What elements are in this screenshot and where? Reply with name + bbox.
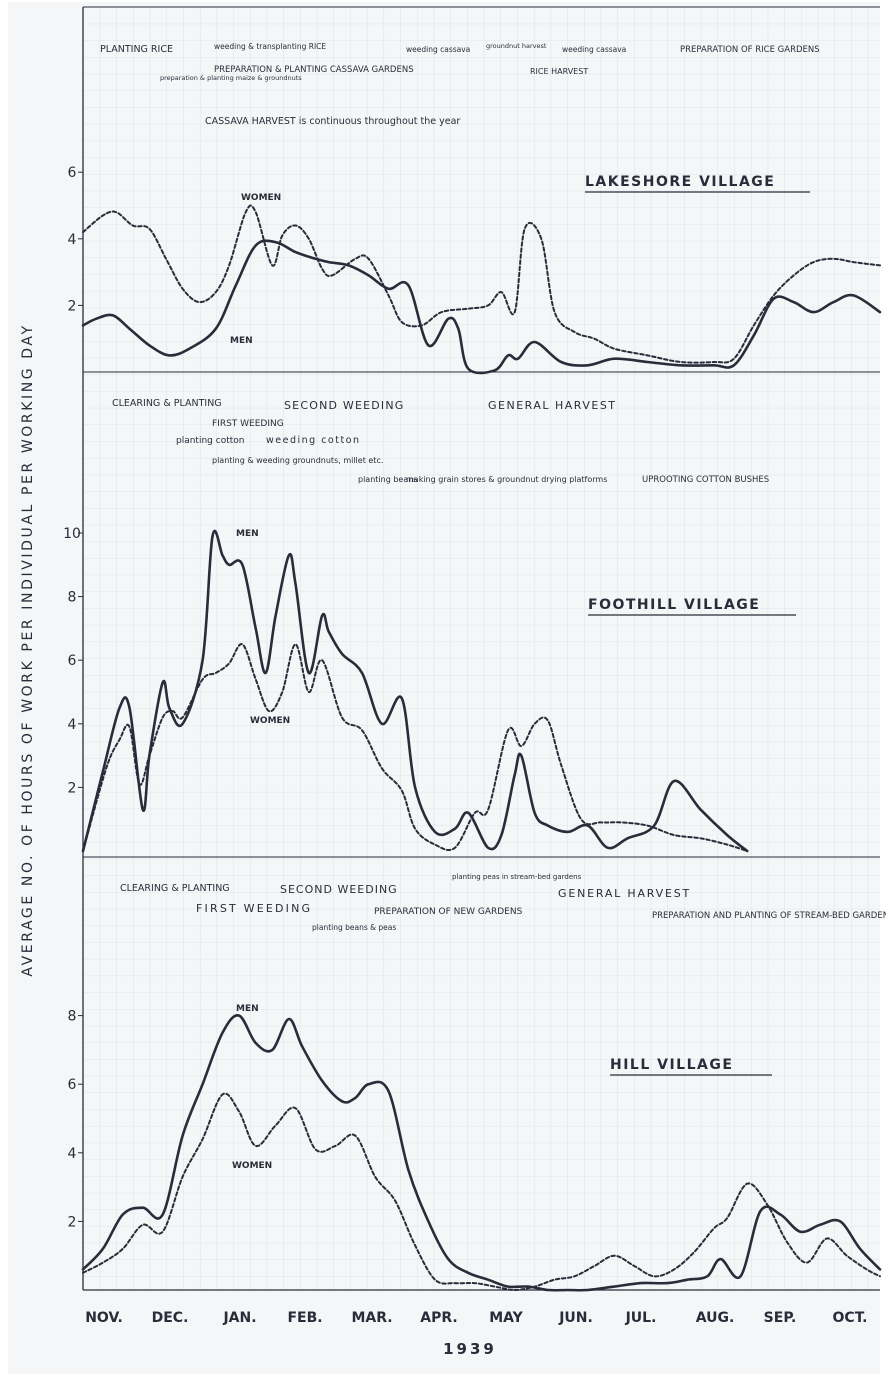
y-tick-label: 2 bbox=[68, 298, 77, 314]
y-tick-label: 8 bbox=[68, 590, 77, 606]
month-label: JAN. bbox=[222, 1310, 256, 1326]
annotation: planting beans & peas bbox=[312, 923, 396, 932]
annotation: PREPARATION AND PLANTING OF STREAM-BED G… bbox=[652, 911, 886, 921]
annotation: weeding & transplanting RICE bbox=[214, 42, 326, 51]
annotation: UPROOTING COTTON BUSHES bbox=[642, 475, 769, 485]
series-label: MEN bbox=[230, 336, 253, 346]
month-label: JUL. bbox=[625, 1310, 657, 1326]
y-tick-label: 4 bbox=[68, 717, 77, 733]
plot-layer: 2 4 6 MEN WOMEN 2 4 6 8 10 MEN WOMEN 2 4 6 8 MEN WOMEN bbox=[63, 165, 882, 1292]
annotation: making grain stores & groundnut drying p… bbox=[406, 475, 607, 484]
annotation: GENERAL HARVEST bbox=[558, 887, 691, 900]
series-line-women bbox=[82, 643, 749, 852]
annotation: planting cotton bbox=[176, 436, 244, 446]
series-label: WOMEN bbox=[250, 716, 290, 726]
y-tick-label: 8 bbox=[68, 1009, 77, 1025]
month-label: AUG. bbox=[696, 1310, 735, 1326]
year-label: 1939 bbox=[443, 1340, 497, 1358]
series-line-men bbox=[81, 1014, 882, 1292]
series-line-men bbox=[81, 239, 882, 375]
annotation: groundnut harvest bbox=[486, 42, 547, 50]
grid-area bbox=[83, 7, 880, 1290]
lakeshore-annotations: PLANTING RICE weeding & transplanting RI… bbox=[100, 42, 820, 193]
y-tick-label: 4 bbox=[68, 232, 77, 248]
month-label: APR. bbox=[420, 1310, 457, 1326]
series-label: WOMEN bbox=[232, 1161, 272, 1171]
month-labels: NOV. DEC. JAN. FEB. MAR. APR. MAY JUN. J… bbox=[85, 1310, 867, 1326]
annotation: weeding cotton bbox=[266, 435, 361, 446]
month-label: SEP. bbox=[764, 1310, 797, 1326]
y-tick-label: 6 bbox=[68, 653, 77, 669]
panel-lakeshore-village: 2 4 6 MEN WOMEN bbox=[68, 165, 882, 375]
annotation: weeding cassava bbox=[562, 45, 626, 54]
annotation: PREPARATION OF RICE GARDENS bbox=[680, 45, 820, 55]
month-label: MAR. bbox=[351, 1310, 392, 1326]
hill-annotations: CLEARING & PLANTING SECOND WEEDING plant… bbox=[120, 873, 886, 1076]
month-label: MAY bbox=[489, 1310, 523, 1326]
month-label: NOV. bbox=[85, 1310, 123, 1326]
series-label: MEN bbox=[236, 1004, 259, 1014]
y-tick-label: 6 bbox=[68, 1077, 77, 1093]
panel-foothill-village: 2 4 6 8 10 MEN WOMEN bbox=[63, 526, 749, 853]
y-tick-label: 2 bbox=[68, 780, 77, 796]
annotation: preparation & planting maize & groundnut… bbox=[160, 74, 302, 82]
annotation: RICE HARVEST bbox=[530, 67, 588, 76]
annotation: FIRST WEEDING bbox=[212, 419, 284, 429]
foothill-annotations: CLEARING & PLANTING FIRST WEEDING SECOND… bbox=[112, 398, 796, 616]
chart-title: LAKESHORE VILLAGE bbox=[585, 174, 775, 190]
annotation: SECOND WEEDING bbox=[284, 399, 405, 412]
annotation: planting peas in stream-bed gardens bbox=[452, 873, 582, 881]
annotation: CASSAVA HARVEST is continuous throughout… bbox=[205, 116, 460, 127]
series-line-women bbox=[82, 204, 881, 364]
series-line-women bbox=[82, 1092, 881, 1291]
month-label: DEC. bbox=[152, 1310, 189, 1326]
month-label: OCT. bbox=[833, 1310, 868, 1326]
annotation: weeding cassava bbox=[406, 45, 470, 54]
month-label: JUN. bbox=[558, 1310, 593, 1326]
annotation: PREPARATION & PLANTING CASSAVA GARDENS bbox=[214, 65, 414, 75]
y-tick-label: 2 bbox=[68, 1214, 77, 1230]
y-tick-label: 4 bbox=[68, 1146, 77, 1162]
y-tick-label: 6 bbox=[68, 165, 77, 181]
series-label: WOMEN bbox=[241, 193, 281, 203]
annotation: PLANTING RICE bbox=[100, 44, 173, 55]
chart-title: FOOTHILL VILLAGE bbox=[588, 597, 760, 613]
series-line-men bbox=[81, 529, 749, 853]
annotation: planting beans bbox=[358, 475, 417, 484]
annotation: planting & weeding groundnuts, millet et… bbox=[212, 456, 383, 465]
annotation: PREPARATION OF NEW GARDENS bbox=[374, 907, 523, 917]
annotation: SECOND WEEDING bbox=[280, 883, 398, 896]
chart-title: HILL VILLAGE bbox=[610, 1057, 733, 1073]
annotation: CLEARING & PLANTING bbox=[112, 398, 222, 409]
annotation: CLEARING & PLANTING bbox=[120, 883, 230, 894]
y-axis-label: AVERAGE NO. OF HOURS OF WORK PER INDIVID… bbox=[20, 323, 36, 976]
annotation: FIRST WEEDING bbox=[196, 902, 312, 915]
panel-hill-village: 2 4 6 8 MEN WOMEN bbox=[68, 1004, 882, 1292]
month-label: FEB. bbox=[287, 1310, 322, 1326]
series-label: MEN bbox=[236, 529, 259, 539]
y-tick-label: 10 bbox=[63, 526, 81, 542]
annotation: GENERAL HARVEST bbox=[488, 399, 617, 412]
